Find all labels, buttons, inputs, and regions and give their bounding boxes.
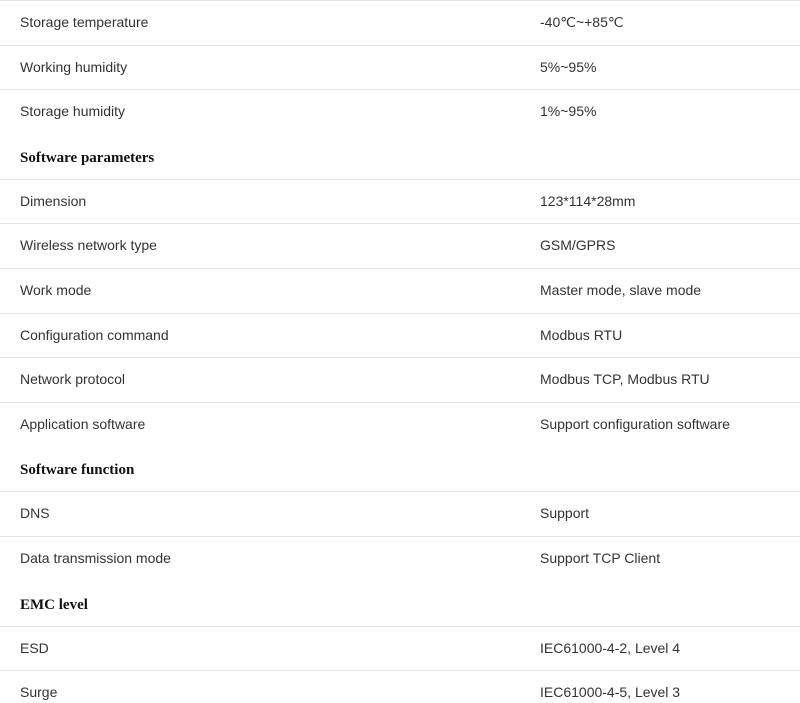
table-row: Storage temperature -40℃~+85℃ [0, 1, 800, 46]
spec-label: Storage temperature [0, 1, 520, 46]
table-row: Storage humidity 1%~95% [0, 90, 800, 134]
spec-value: Support configuration software [520, 402, 800, 446]
section-header-row: Software parameters [0, 134, 800, 180]
section-title: Software function [0, 446, 800, 492]
spec-label: Dimension [0, 179, 520, 224]
spec-value: Modbus TCP, Modbus RTU [520, 358, 800, 403]
table-row: Wireless network type GSM/GPRS [0, 224, 800, 269]
section-title: EMC level [0, 581, 800, 627]
section-title: Software parameters [0, 134, 800, 180]
specification-table: Storage temperature -40℃~+85℃ Working hu… [0, 0, 800, 703]
spec-value: IEC61000-4-2, Level 4 [520, 626, 800, 671]
table-row: Application software Support configurati… [0, 402, 800, 446]
section-header-row: Software function [0, 446, 800, 492]
spec-value: IEC61000-4-5, Level 3 [520, 671, 800, 703]
table-row: DNS Support [0, 492, 800, 537]
spec-label: Configuration command [0, 313, 520, 358]
spec-label: Work mode [0, 268, 520, 313]
table-row: ESD IEC61000-4-2, Level 4 [0, 626, 800, 671]
table-row: Working humidity 5%~95% [0, 45, 800, 90]
spec-value: Modbus RTU [520, 313, 800, 358]
section-header-row: EMC level [0, 581, 800, 627]
spec-value: 123*114*28mm [520, 179, 800, 224]
spec-label: Application software [0, 402, 520, 446]
spec-label: Working humidity [0, 45, 520, 90]
spec-value: GSM/GPRS [520, 224, 800, 269]
spec-value: Support [520, 492, 800, 537]
spec-value: -40℃~+85℃ [520, 1, 800, 46]
cutoff-row: Surge IEC61000-4-5, Level 3 [0, 671, 800, 703]
spec-value: 1%~95% [520, 90, 800, 134]
spec-value: Master mode, slave mode [520, 268, 800, 313]
spec-label: ESD [0, 626, 520, 671]
spec-value: Support TCP Client [520, 536, 800, 580]
table-row: Dimension 123*114*28mm [0, 179, 800, 224]
spec-label: DNS [0, 492, 520, 537]
table-row: Work mode Master mode, slave mode [0, 268, 800, 313]
spec-label: Network protocol [0, 358, 520, 403]
spec-label: Data transmission mode [0, 536, 520, 580]
table-row: Network protocol Modbus TCP, Modbus RTU [0, 358, 800, 403]
table-row: Data transmission mode Support TCP Clien… [0, 536, 800, 580]
spec-table-body: Storage temperature -40℃~+85℃ Working hu… [0, 1, 800, 703]
spec-label: Wireless network type [0, 224, 520, 269]
spec-label: Storage humidity [0, 90, 520, 134]
table-row: Configuration command Modbus RTU [0, 313, 800, 358]
spec-label: Surge [0, 671, 520, 703]
spec-value: 5%~95% [520, 45, 800, 90]
